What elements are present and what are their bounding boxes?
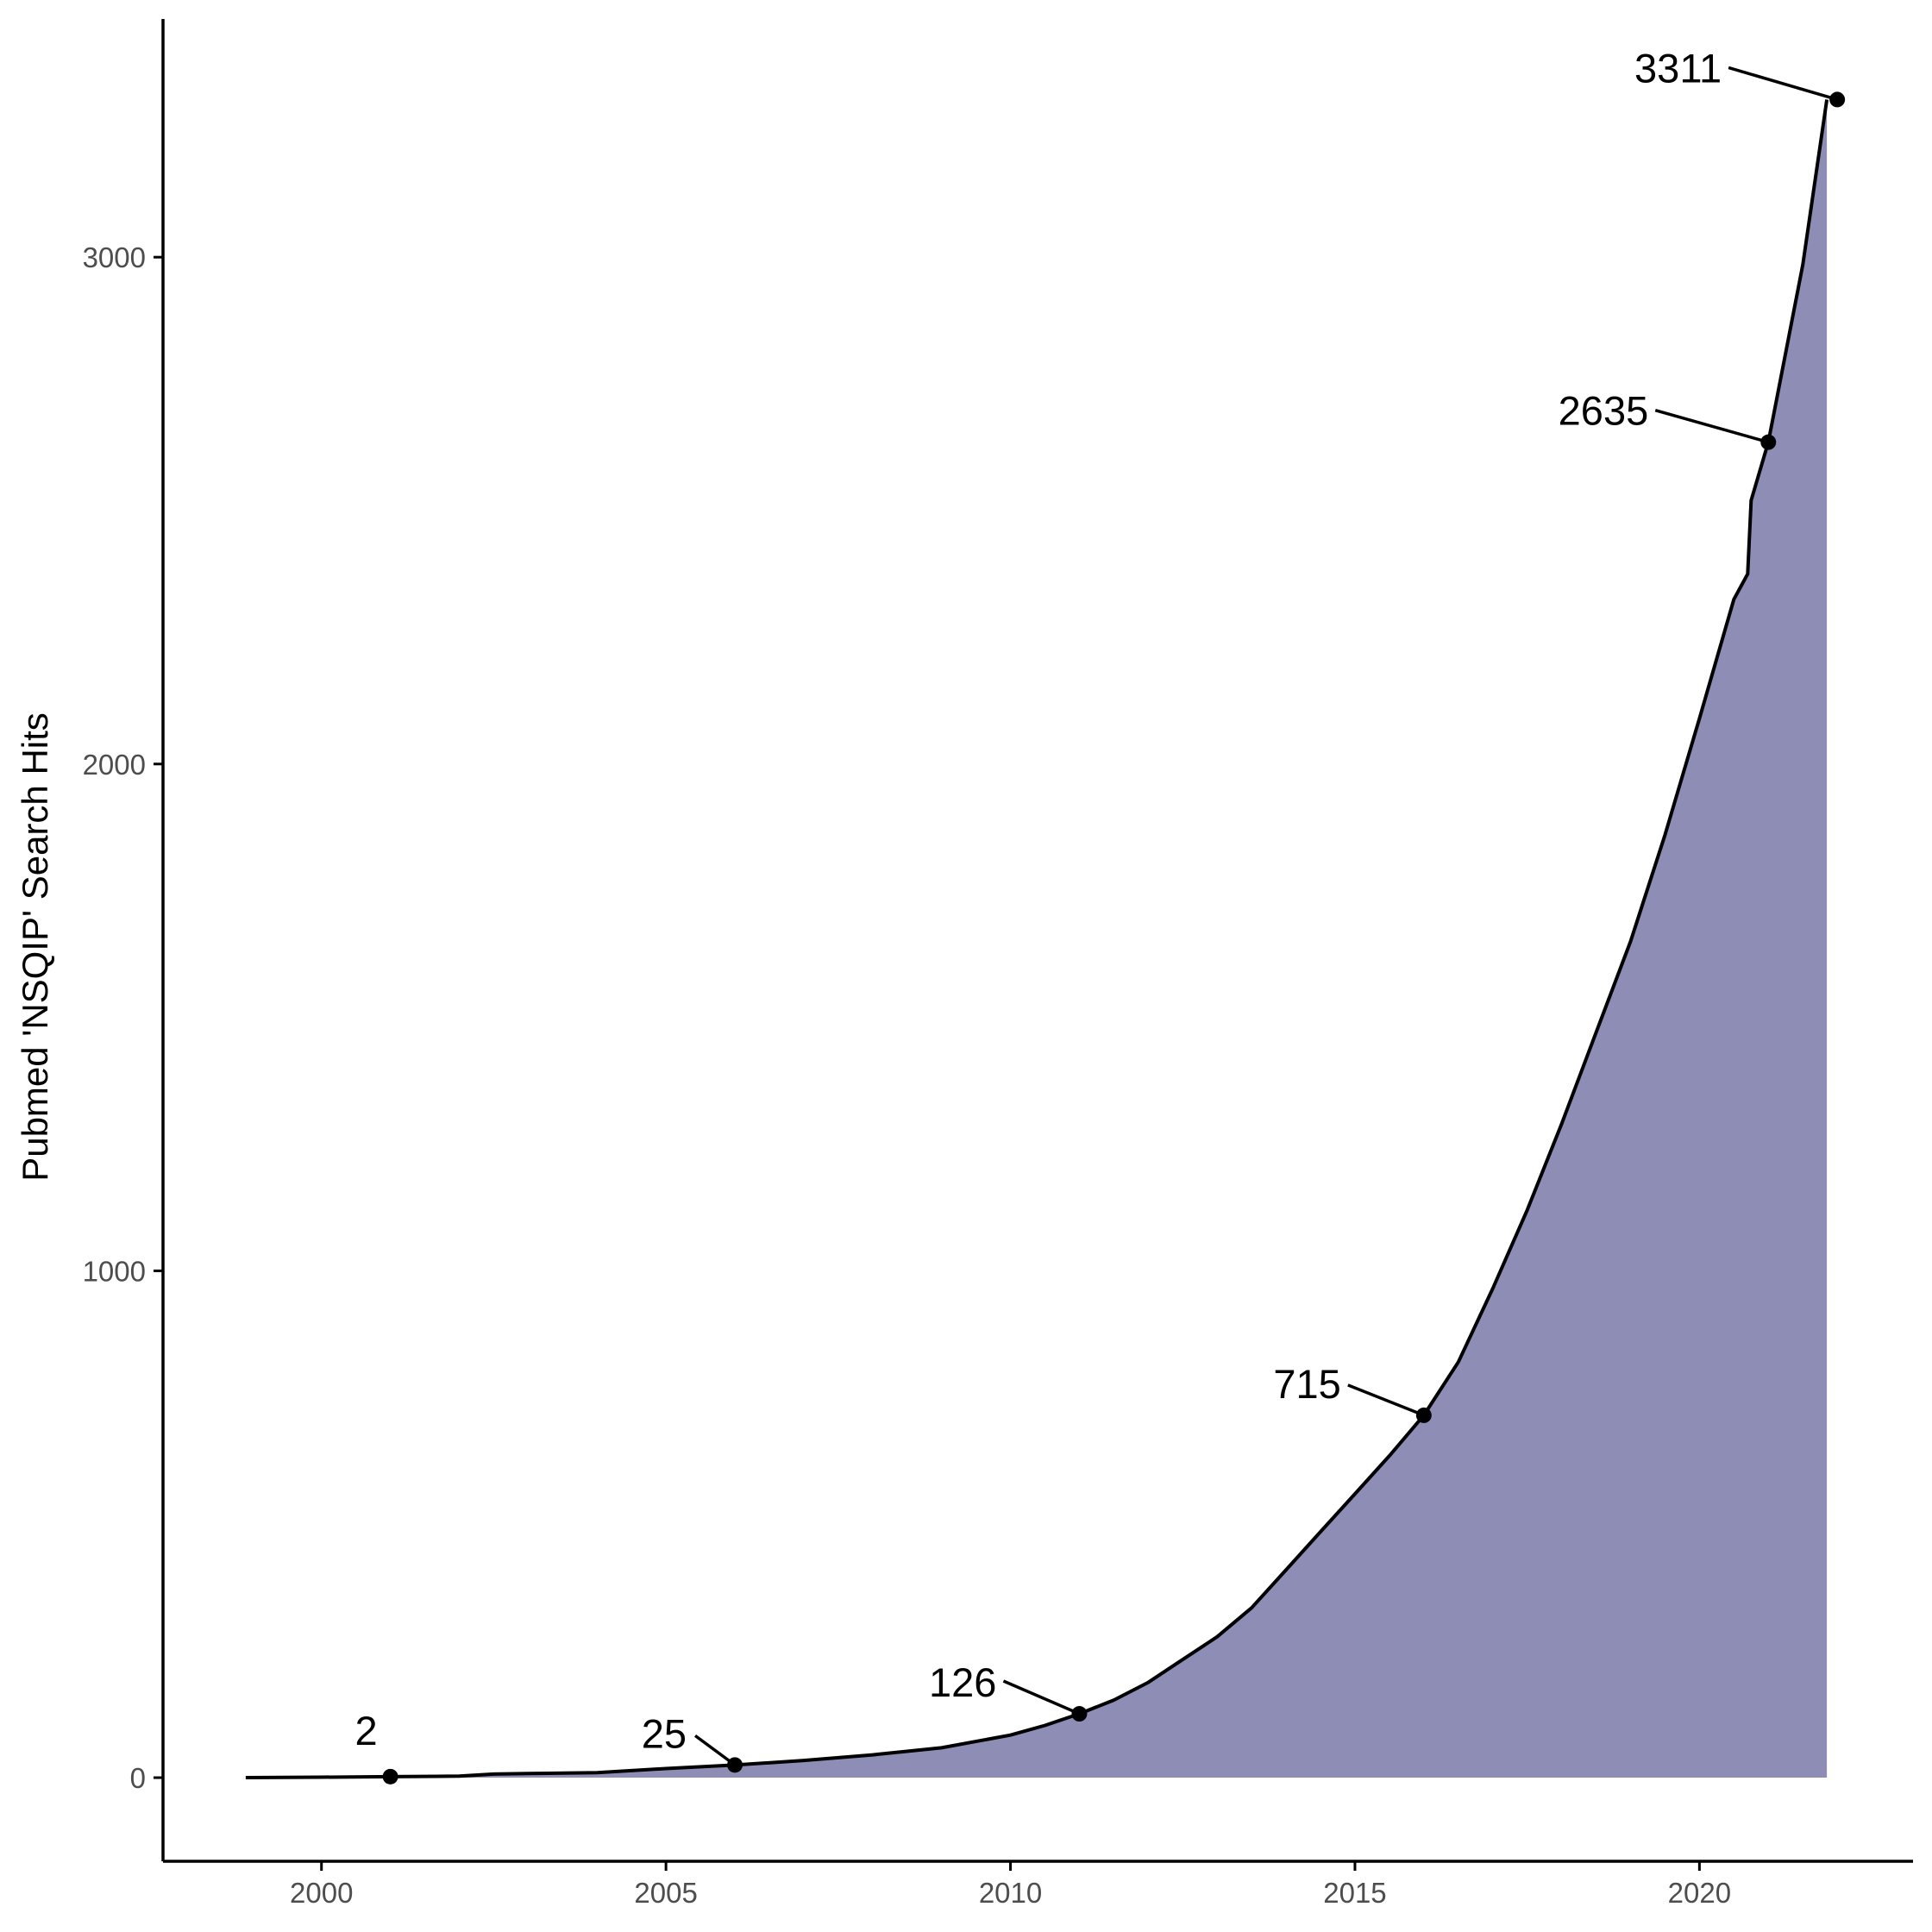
line-layer	[245, 99, 1829, 1779]
y-tick-label-2000: 2000	[83, 749, 146, 781]
data-point-3	[1415, 1407, 1432, 1423]
data-point-1	[727, 1757, 743, 1773]
annotation-label-5: 3311	[1634, 45, 1722, 91]
data-point-4	[1760, 434, 1777, 450]
annotation-label-4: 2635	[1559, 388, 1649, 434]
x-tick-label-2015: 2015	[1323, 1877, 1386, 1909]
area-layer	[459, 99, 1828, 1778]
y-tick-label-1000: 1000	[83, 1255, 146, 1287]
y-tick-label-0: 0	[130, 1762, 146, 1794]
annotation-label-0: 2	[355, 1708, 378, 1753]
area-fill-series-0	[459, 99, 1828, 1778]
series-line-0	[245, 99, 1829, 1779]
x-tick-label-2005: 2005	[634, 1877, 697, 1909]
annotation-layer: 2 25 126 715 2635 3311	[355, 45, 1838, 1766]
y-axis-title: Pubmed 'NSQIP' Search Hits	[15, 712, 55, 1182]
annotation-leader-3	[1347, 1383, 1425, 1417]
annotation-label-2: 126	[929, 1659, 996, 1705]
x-tick-label-2020: 2020	[1668, 1877, 1731, 1909]
x-tick-label-2010: 2010	[979, 1877, 1042, 1909]
annotation-leader-4	[1654, 408, 1769, 444]
data-point-0	[382, 1768, 398, 1785]
annotation-leader-5	[1728, 66, 1838, 102]
data-point-5	[1829, 91, 1846, 108]
y-tick-label-3000: 3000	[83, 242, 146, 273]
annotation-leader-2	[1002, 1679, 1081, 1716]
data-point-2	[1071, 1706, 1088, 1722]
axis-layer: 2000 2005 2010 2015 2020 0 1000 2000 3000	[83, 19, 1913, 1909]
annotation-label-3: 715	[1273, 1361, 1340, 1407]
x-tick-label-2000: 2000	[290, 1877, 353, 1909]
annotation-label-1: 25	[642, 1710, 687, 1756]
point-layer	[382, 91, 1846, 1785]
annotation-leader-1	[693, 1734, 737, 1766]
